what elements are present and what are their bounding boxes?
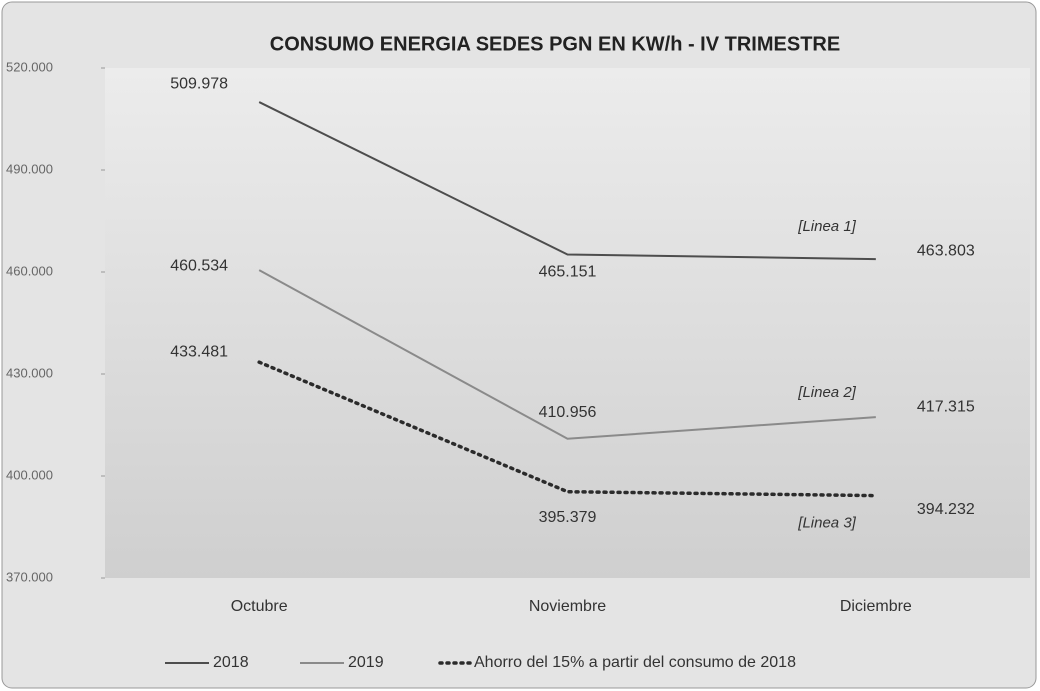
y-tick-label: 490.000 (6, 161, 53, 176)
x-tick-label: Noviembre (529, 598, 606, 615)
legend-label: 2018 (213, 654, 249, 671)
data-label: 395.379 (539, 509, 597, 526)
data-label: 433.481 (170, 343, 228, 360)
annotation: [Linea 1] (797, 218, 856, 235)
series-line (257, 360, 878, 498)
data-label: 465.151 (539, 264, 597, 281)
y-tick-label: 430.000 (6, 365, 53, 380)
y-tick-label: 370.000 (6, 569, 53, 584)
annotation: [Linea 2] (797, 384, 856, 401)
plot-area (105, 68, 1030, 578)
annotation: [Linea 3] (797, 515, 856, 532)
legend-label: 2019 (348, 654, 384, 671)
chart-title: CONSUMO ENERGIA SEDES PGN EN KW/h - IV T… (270, 33, 840, 55)
data-label: 460.534 (170, 257, 228, 274)
data-label: 410.956 (539, 404, 597, 421)
data-label: 417.315 (917, 398, 975, 415)
data-label: 463.803 (917, 242, 975, 259)
legend-label: Ahorro del 15% a partir del consumo de 2… (474, 654, 796, 671)
y-tick-label: 400.000 (6, 467, 53, 482)
data-label: 509.978 (170, 75, 228, 92)
x-tick-label: Diciembre (840, 598, 912, 615)
y-tick-label: 520.000 (6, 59, 53, 74)
x-tick-label: Octubre (231, 598, 288, 615)
y-tick-label: 460.000 (6, 263, 53, 278)
data-label: 394.232 (917, 501, 975, 518)
series-line (258, 101, 876, 261)
series-line (258, 269, 876, 440)
